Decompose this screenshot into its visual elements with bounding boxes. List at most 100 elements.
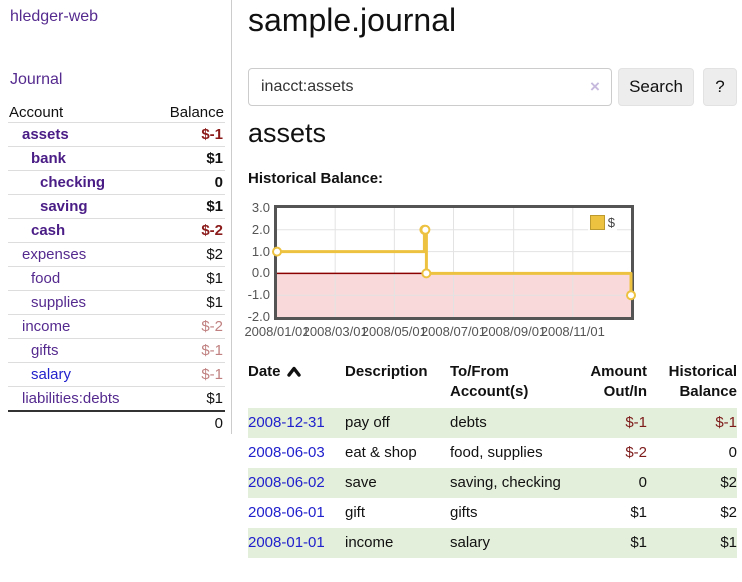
sidebar-account-row: salary $-1 bbox=[8, 362, 225, 387]
sidebar-account-link[interactable]: saving bbox=[40, 198, 88, 215]
register-balance-cell: $-1 bbox=[715, 414, 737, 431]
x-axis-tick-label: 2008/05/01 bbox=[361, 324, 427, 339]
register-header-date[interactable]: Date bbox=[248, 358, 345, 408]
sidebar-account-cell: food bbox=[8, 267, 158, 291]
y-axis-tick-label: 1.0 bbox=[251, 243, 270, 259]
sidebar-balance-cell: $2 bbox=[158, 243, 225, 267]
sidebar-account-balance: $1 bbox=[206, 198, 223, 215]
legend-swatch-icon bbox=[589, 215, 605, 230]
sidebar-account-cell: expenses bbox=[8, 243, 158, 267]
sidebar-balance-cell: $-2 bbox=[158, 219, 225, 243]
sidebar-account-link[interactable]: cash bbox=[31, 222, 66, 239]
sidebar-balance-cell: $1 bbox=[158, 267, 225, 291]
sidebar-account-link[interactable]: gifts bbox=[31, 342, 59, 359]
accounts-table-header: Account Balance bbox=[8, 103, 225, 123]
sidebar-account-row: expenses $2 bbox=[8, 242, 225, 267]
balance-chart-plot: $ bbox=[272, 205, 636, 320]
register-header-amount: Amount Out/In bbox=[590, 363, 647, 400]
register-description-cell: eat & shop bbox=[345, 444, 417, 461]
journal-title: sample.journal bbox=[248, 2, 457, 38]
sidebar-account-balance: $-1 bbox=[201, 342, 223, 359]
transaction-date-link[interactable]: 2008-12-31 bbox=[248, 414, 325, 431]
y-axis-tick-label: 2.0 bbox=[251, 221, 270, 237]
sidebar-account-cell: salary bbox=[8, 363, 158, 387]
sidebar-account-cell: saving bbox=[8, 195, 158, 219]
sidebar-account-balance: 0 bbox=[214, 174, 223, 191]
register-header-row: Date Description To/From Account(s) Amou… bbox=[248, 358, 737, 408]
brand-link[interactable]: hledger-web bbox=[10, 8, 99, 25]
register-amount-cell: $-2 bbox=[625, 444, 647, 461]
transaction-date-link[interactable]: 2008-06-01 bbox=[248, 504, 325, 521]
register-description-cell: gift bbox=[345, 504, 366, 521]
register-header-balance: Historical Balance bbox=[668, 363, 737, 400]
register-description-cell: income bbox=[345, 534, 394, 551]
sidebar-account-balance: $1 bbox=[206, 390, 223, 407]
sidebar-account-row: income $-2 bbox=[8, 314, 225, 339]
sidebar-account-row: liabilities:debts $1 bbox=[8, 386, 225, 412]
sidebar-balance-cell: $1 bbox=[158, 387, 225, 412]
y-axis-tick-label: 3.0 bbox=[251, 200, 270, 215]
transaction-date-link[interactable]: 2008-06-02 bbox=[248, 474, 325, 491]
sidebar-account-balance: $1 bbox=[206, 270, 223, 287]
accounts-header-balance: Balance bbox=[169, 104, 224, 121]
register-row: 2008-12-31 pay off debts $-1 $-1 bbox=[248, 408, 737, 438]
sidebar-account-row: bank $1 bbox=[8, 146, 225, 171]
sidebar-account-balance: $2 bbox=[206, 246, 223, 263]
transaction-date-link[interactable]: 2008-06-03 bbox=[248, 444, 325, 461]
x-axis-tick-label: 2008/07/01 bbox=[420, 324, 487, 339]
x-axis-tick-label: 2008/09/01 bbox=[481, 324, 547, 339]
sidebar-account-row: saving $1 bbox=[8, 194, 225, 219]
register-date-cell: 2008-06-02 bbox=[248, 468, 345, 498]
sidebar-account-link[interactable]: assets bbox=[22, 126, 69, 143]
sidebar-account-link[interactable]: food bbox=[31, 270, 61, 287]
sidebar-account-link[interactable]: income bbox=[22, 318, 71, 335]
sidebar-account-link[interactable]: expenses bbox=[22, 246, 87, 263]
x-axis-tick-label: 2008/03/01 bbox=[302, 324, 368, 339]
account-heading: assets bbox=[248, 118, 327, 148]
register-accounts-cell: saving, checking bbox=[450, 474, 561, 491]
search-input[interactable] bbox=[248, 68, 612, 106]
sidebar-account-link[interactable]: supplies bbox=[31, 294, 87, 311]
sidebar-account-balance: $1 bbox=[206, 150, 223, 167]
sidebar-item-journal[interactable]: Journal bbox=[10, 71, 63, 88]
sidebar-account-balance: $-2 bbox=[201, 318, 223, 335]
register-header-description: Description bbox=[345, 363, 428, 380]
register-amount-cell: 0 bbox=[638, 474, 647, 491]
sidebar-account-link[interactable]: checking bbox=[40, 174, 106, 191]
sidebar-account-balance: $1 bbox=[206, 294, 223, 311]
register-date-cell: 2008-12-31 bbox=[248, 408, 345, 438]
sidebar-account-balance: $-2 bbox=[201, 222, 223, 239]
accounts-total-spacer bbox=[8, 411, 158, 435]
sidebar-account-link[interactable]: liabilities:debts bbox=[22, 390, 120, 407]
accounts-total-balance: 0 bbox=[214, 415, 223, 432]
sidebar-balance-cell: $1 bbox=[158, 147, 225, 171]
register-header-accounts: To/From Account(s) bbox=[450, 363, 529, 400]
sidebar-account-row: gifts $-1 bbox=[8, 338, 225, 363]
chart-heading: Historical Balance: bbox=[248, 170, 384, 187]
y-axis-tick-label: 0.0 bbox=[251, 265, 270, 281]
sidebar-balance-cell: $1 bbox=[158, 291, 225, 315]
register-amount-cell: $-1 bbox=[625, 414, 647, 431]
register-description-cell: save bbox=[345, 474, 377, 491]
sidebar-account-row: assets $-1 bbox=[8, 122, 225, 147]
chart-canvas bbox=[272, 208, 636, 317]
transaction-date-link[interactable]: 2008-01-01 bbox=[248, 534, 325, 551]
register-balance-cell: 0 bbox=[728, 444, 737, 461]
sidebar: hledger-web Journal Account Balance asse… bbox=[0, 0, 232, 434]
sidebar-balance-cell: $-1 bbox=[158, 123, 225, 147]
sidebar-account-cell: assets bbox=[8, 123, 158, 147]
clear-search-icon[interactable]: × bbox=[590, 77, 600, 96]
register-balance-cell: $2 bbox=[720, 474, 737, 491]
sidebar-account-link[interactable]: bank bbox=[31, 150, 67, 167]
x-axis-tick-label: 2008/01/01 bbox=[244, 324, 310, 339]
sidebar-balance-cell: $-2 bbox=[158, 315, 225, 339]
help-button[interactable]: ? bbox=[703, 68, 737, 106]
sidebar-account-cell: bank bbox=[8, 147, 158, 171]
sidebar-balance-cell: $-1 bbox=[158, 363, 225, 387]
sidebar-account-cell: gifts bbox=[8, 339, 158, 363]
register-row: 2008-06-01 gift gifts $1 $2 bbox=[248, 498, 737, 528]
sidebar-account-link[interactable]: salary bbox=[31, 366, 72, 383]
register-amount-cell: $1 bbox=[630, 534, 647, 551]
register-description-cell: pay off bbox=[345, 414, 390, 431]
search-button[interactable]: Search bbox=[618, 68, 694, 106]
